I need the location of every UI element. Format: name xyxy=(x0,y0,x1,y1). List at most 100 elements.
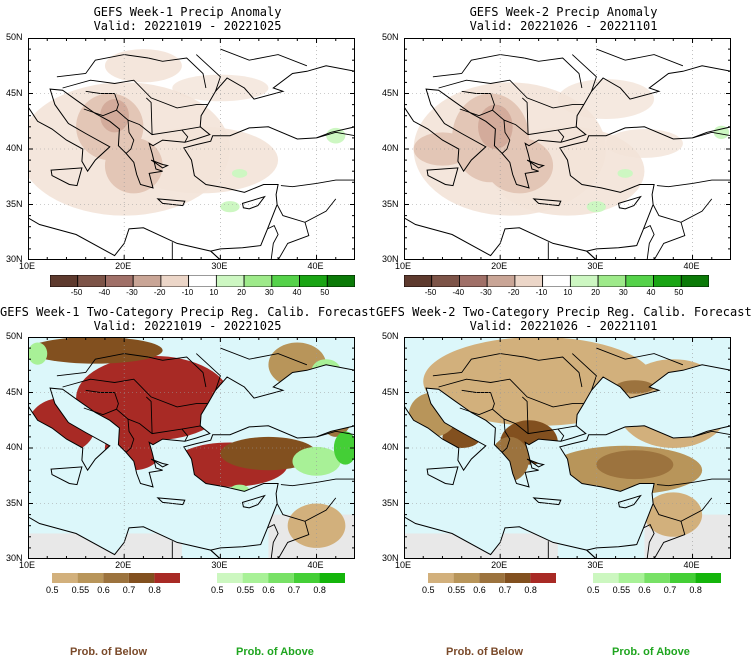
border-line xyxy=(280,478,355,487)
colorbar-swatch xyxy=(618,573,645,583)
week1-anomaly-map xyxy=(28,38,355,260)
border-line xyxy=(521,396,529,434)
field-patch xyxy=(28,342,48,365)
week1-above-label: Prob. of Above xyxy=(236,646,314,658)
prob-colorbar-label: 0.7 xyxy=(498,585,512,595)
colorbar-swatch xyxy=(271,275,300,287)
field-patch xyxy=(220,201,240,213)
coastline xyxy=(156,497,186,506)
colorbar-label: 40 xyxy=(646,288,656,297)
colorbar-label: -40 xyxy=(452,288,465,297)
border-line xyxy=(267,224,279,260)
panel-3-valid: Valid: 20221019 - 20221025 xyxy=(93,319,282,333)
border-line xyxy=(56,353,149,377)
land-polygon xyxy=(427,466,458,485)
lat-label: 35N xyxy=(382,198,399,209)
field-patches xyxy=(413,79,730,216)
border-line xyxy=(653,222,686,260)
lon-label: 30E xyxy=(587,261,604,271)
coastline xyxy=(28,217,222,260)
border-line xyxy=(656,179,731,188)
colorbar-label: -50 xyxy=(70,288,83,297)
prob-colorbar-label: 0.8 xyxy=(524,585,537,595)
coastline xyxy=(426,466,459,486)
prob-colorbar-label: 0.5 xyxy=(46,585,59,595)
lat-label: 40N xyxy=(382,442,399,452)
coastlines xyxy=(404,38,731,260)
colorbar-label: 30 xyxy=(264,288,274,297)
coastline xyxy=(526,458,546,468)
coastline xyxy=(526,159,546,169)
coastline xyxy=(28,516,222,559)
lat-label: 30N xyxy=(6,254,23,264)
lat-label: 45N xyxy=(382,386,399,397)
field-patch xyxy=(596,450,674,480)
field-patch xyxy=(713,125,730,140)
lat-label: 35N xyxy=(6,198,23,209)
coastline xyxy=(241,195,266,210)
colorbar-swatch xyxy=(530,573,556,583)
colorbar-label: -30 xyxy=(126,288,138,297)
border-line xyxy=(571,54,597,92)
map-frame xyxy=(404,337,731,559)
coastline xyxy=(404,516,598,559)
week2-anomaly-colorbar xyxy=(404,275,709,287)
field-patch xyxy=(333,431,355,465)
field-patch xyxy=(220,436,317,471)
land-polygon xyxy=(533,497,561,505)
panel-1-title-text: GEFS Week-1 Precip Anomaly xyxy=(93,5,282,19)
border-line xyxy=(316,131,355,139)
border-line xyxy=(652,497,713,522)
border-line xyxy=(653,521,686,559)
lon-label: 40E xyxy=(307,560,324,570)
week2-probability-map xyxy=(404,337,731,559)
prob-colorbar-label: 0.7 xyxy=(122,585,136,595)
panel-2-title: GEFS Week-2 Precip Anomaly Valid: 202210… xyxy=(396,5,731,33)
prob-colorbar-label: 0.7 xyxy=(287,585,301,595)
colorbar-swatch xyxy=(217,573,243,583)
lat-label: 45N xyxy=(382,87,399,98)
coastline xyxy=(532,497,562,506)
colorbar-swatch xyxy=(319,573,345,583)
colorbar-swatch xyxy=(215,275,245,287)
lon-label: 10E xyxy=(19,560,36,570)
colorbar-swatch xyxy=(453,573,480,583)
colorbar-swatch xyxy=(154,573,180,583)
field-patch xyxy=(104,49,182,83)
panel-4-valid: Valid: 20221026 - 20221101 xyxy=(469,319,658,333)
lat-label: 30N xyxy=(382,553,399,563)
panel-4-title-text: GEFS Week-2 Two-Category Precip Reg. Cal… xyxy=(376,305,752,319)
colorbar-swatch xyxy=(299,275,328,287)
coastline xyxy=(404,38,731,189)
week1-probability-map xyxy=(28,337,355,559)
coastline xyxy=(559,425,731,559)
border-line xyxy=(195,353,221,391)
country-borders xyxy=(432,48,731,260)
coastline xyxy=(150,159,170,169)
border-line xyxy=(524,356,583,388)
colorbar-swatch xyxy=(653,275,682,287)
border-line xyxy=(501,419,511,453)
lat-label: 50N xyxy=(382,331,399,341)
coastline xyxy=(559,126,731,260)
colorbar-swatch xyxy=(625,275,654,287)
panel-2-valid: Valid: 20221026 - 20221101 xyxy=(469,19,658,33)
colorbar-swatch xyxy=(105,275,134,287)
week2-above-colorbar xyxy=(593,573,721,583)
colorbar-swatch xyxy=(431,275,460,287)
border-line xyxy=(62,378,208,408)
colorbar-swatch xyxy=(644,573,670,583)
colorbar-swatch xyxy=(77,573,104,583)
border-line xyxy=(220,48,308,67)
border-line xyxy=(267,523,279,559)
colorbar-label: 30 xyxy=(618,288,628,297)
border-line xyxy=(432,54,525,78)
map-frame xyxy=(28,38,355,260)
colorbar-swatch xyxy=(52,573,78,583)
gridlines xyxy=(28,38,355,260)
colorbar-swatch xyxy=(459,275,488,287)
field-patch xyxy=(485,137,554,194)
lon-label: 30E xyxy=(211,560,228,570)
coastline xyxy=(50,167,83,187)
border-line xyxy=(181,428,189,442)
